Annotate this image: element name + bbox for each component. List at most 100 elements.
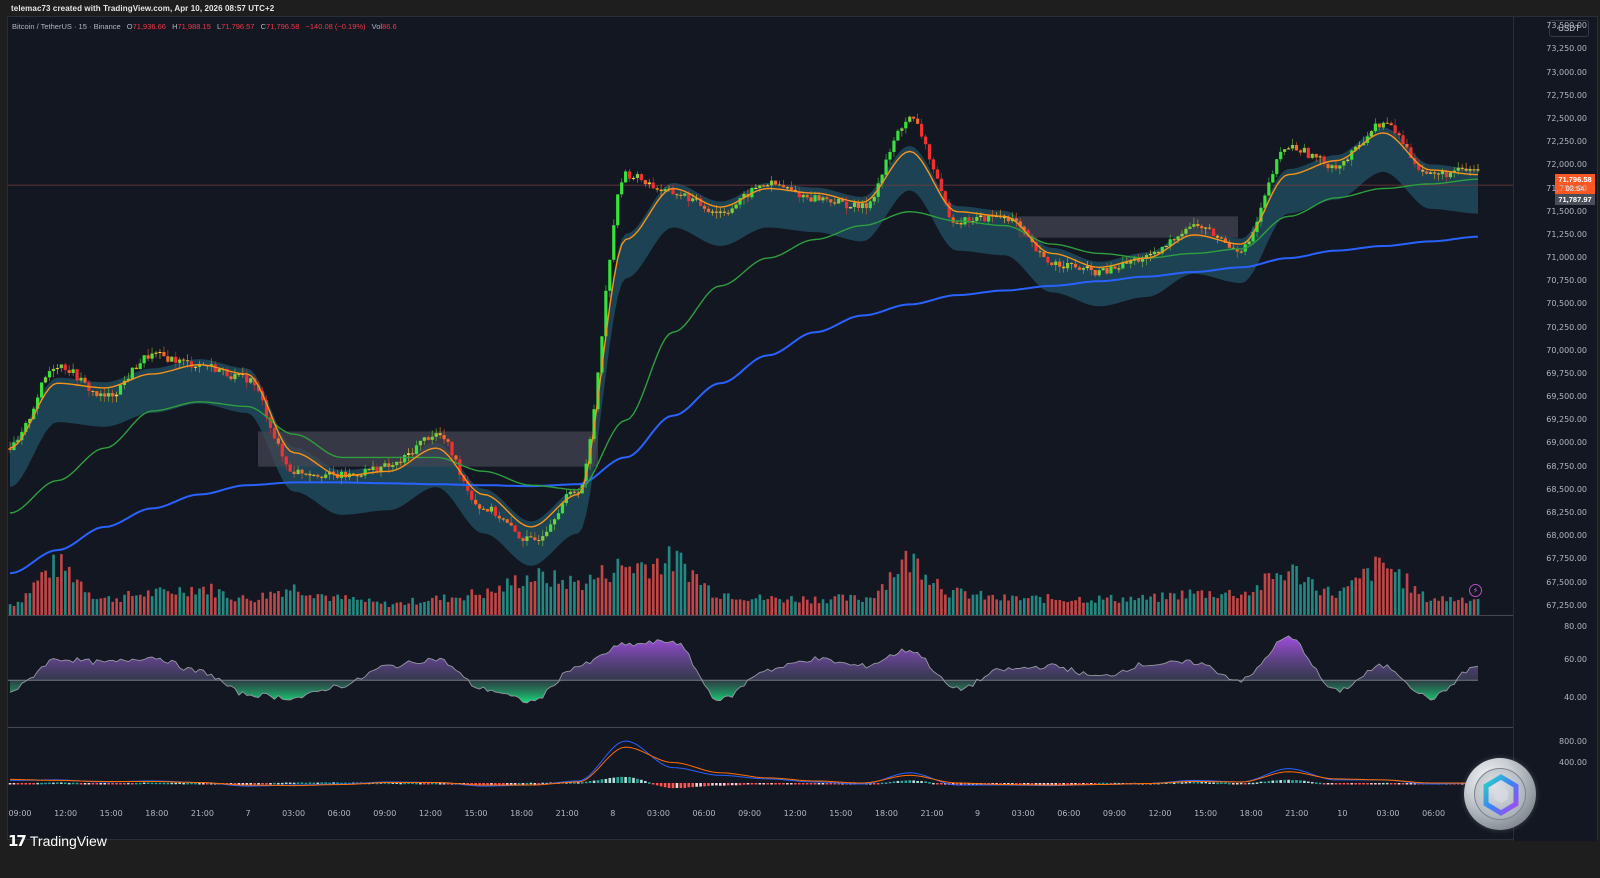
time-axis-label: 21:00 [555, 809, 579, 818]
volume-bar [1168, 592, 1172, 615]
macd-histogram-bar [679, 783, 683, 789]
macd-histogram-bar [1393, 783, 1397, 785]
candle-body [1275, 159, 1279, 175]
macd-histogram-bar [123, 783, 126, 785]
macd-histogram-bar [959, 783, 963, 786]
candle-body [47, 371, 52, 378]
macd-histogram-bar [829, 783, 833, 785]
macd-histogram-bar [1409, 783, 1413, 785]
macd-histogram-bar [1326, 783, 1330, 785]
candle-body [541, 536, 545, 541]
volume-bar [229, 599, 233, 615]
volume-bar [782, 602, 785, 615]
candle-body [264, 400, 269, 417]
macd-histogram-bar [1109, 783, 1113, 785]
candle-body [406, 453, 411, 456]
candle-body [233, 373, 237, 380]
candle-body [1117, 268, 1121, 270]
volume-bar [265, 598, 268, 615]
time-axis[interactable]: 09:00 12:00 15:00 18:00 21:00 7 03:00 06:00 09:0… [8, 805, 1515, 823]
candle-body [268, 416, 273, 428]
volume-bar [1271, 579, 1275, 615]
price-chart[interactable] [8, 17, 1515, 841]
volume-bar [750, 599, 754, 615]
candle-body [1164, 246, 1168, 248]
currency-selector[interactable]: USDT [1549, 20, 1589, 37]
candle-body [1290, 145, 1295, 149]
volume-bar [719, 598, 722, 615]
volume-bar [1172, 593, 1176, 615]
rsi-pane-separator[interactable] [8, 615, 1515, 616]
chart-canvas[interactable] [8, 17, 1515, 841]
chart-frame[interactable]: Bitcoin / TetherUS · 15 · Binance O71,93… [7, 16, 1598, 841]
macd-histogram-bar [162, 782, 166, 785]
time-axis-label: 12:00 [783, 809, 807, 818]
candle-body [939, 178, 943, 192]
rsi-overbought-fill [10, 635, 1478, 681]
volume-bar [427, 600, 430, 615]
volume-bar [703, 583, 706, 615]
macd-histogram-bar [44, 782, 47, 785]
volume-bar [1141, 594, 1144, 615]
macd-histogram-bar [963, 783, 967, 785]
candle-body [1223, 238, 1228, 243]
macd-histogram-bar [722, 783, 726, 786]
volume-bar [1086, 602, 1089, 615]
volume-bar [813, 596, 817, 615]
volume-bar [1212, 597, 1216, 615]
price-axis-label: 68,750.00 [1546, 461, 1587, 471]
volume-bar [174, 594, 178, 615]
macd-histogram-bar [1228, 782, 1231, 785]
time-axis-label: 12:00 [54, 809, 78, 818]
volume-bar [1133, 600, 1137, 615]
candle-body [777, 184, 782, 186]
macd-histogram-bar [636, 778, 639, 783]
symbol-label[interactable]: Bitcoin / TetherUS · 15 · Binance [12, 22, 121, 31]
candle-body [158, 351, 162, 353]
candle-body [710, 211, 715, 213]
macd-histogram-bar [194, 782, 197, 785]
candle-body [79, 377, 83, 381]
macd-histogram-bar [805, 783, 809, 785]
candle-body [1148, 254, 1153, 256]
macd-histogram-bar [170, 782, 174, 785]
volume-bar [1157, 601, 1160, 615]
candle-body [560, 503, 565, 514]
macd-histogram-bar [304, 782, 308, 785]
macd-histogram-bar [1022, 783, 1026, 785]
candle-body [296, 469, 300, 475]
volume-bar [553, 570, 556, 615]
candle-body [1279, 151, 1283, 160]
macd-histogram-bar [1381, 782, 1385, 785]
candle-body [754, 187, 758, 189]
lightning-icon[interactable]: ⚡ [1469, 584, 1482, 597]
candle-body [320, 476, 324, 478]
candle-body [304, 473, 308, 475]
price-axis-label: 69,250.00 [1546, 415, 1587, 425]
volume-bar [1441, 596, 1444, 615]
macd-histogram-bar [892, 781, 896, 783]
macd-histogram-bar [1235, 783, 1239, 785]
macd-histogram-bar [932, 782, 935, 785]
volume-bar [332, 596, 335, 615]
macd-pane-separator[interactable] [8, 727, 1515, 728]
volume-bar [561, 579, 564, 615]
time-axis-label: 12:00 [1148, 809, 1172, 818]
tradingview-logo[interactable]: 17 TradingView [8, 832, 107, 850]
volume-bar [845, 600, 849, 615]
volume-bar [1192, 593, 1196, 615]
price-axis[interactable]: USDT 71,796.58 02:54 71,787.97 80.00 60.… [1513, 17, 1597, 841]
macd-histogram-bar [703, 783, 706, 787]
macd-histogram-bar [1350, 783, 1354, 785]
high-value: 71,988.15 [177, 22, 211, 31]
time-axis-label: 21:00 [920, 809, 944, 818]
candle-body [8, 448, 12, 451]
candle-body [1058, 261, 1062, 267]
macd-histogram-bar [427, 783, 430, 785]
volume-bar [221, 591, 225, 615]
candle-body [564, 494, 569, 504]
macd-histogram-bar [1243, 783, 1247, 785]
macd-histogram-bar [115, 783, 118, 785]
macd-histogram-bar [442, 783, 446, 785]
volume-bar [1228, 589, 1231, 615]
